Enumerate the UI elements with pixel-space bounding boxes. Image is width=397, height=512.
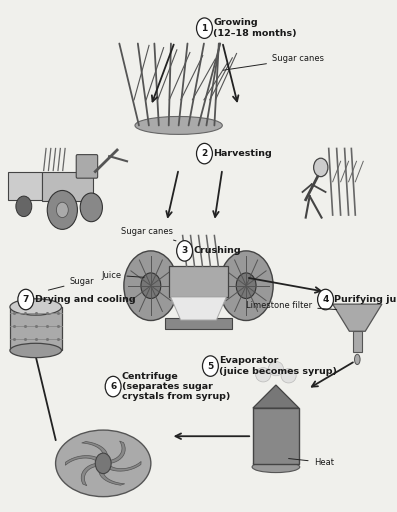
FancyBboxPatch shape: [253, 408, 299, 464]
Circle shape: [197, 143, 212, 164]
Text: Drying and cooling: Drying and cooling: [35, 295, 135, 304]
Circle shape: [105, 376, 121, 397]
FancyBboxPatch shape: [8, 172, 42, 200]
Circle shape: [141, 273, 161, 298]
Ellipse shape: [135, 117, 222, 134]
Text: 6: 6: [110, 382, 116, 391]
Polygon shape: [258, 453, 266, 464]
Polygon shape: [253, 385, 299, 408]
Polygon shape: [107, 461, 141, 471]
Polygon shape: [291, 449, 299, 464]
Text: Heat: Heat: [289, 458, 333, 467]
Text: 5: 5: [207, 361, 214, 371]
Circle shape: [47, 190, 77, 229]
Ellipse shape: [256, 368, 271, 382]
Polygon shape: [285, 453, 293, 464]
Ellipse shape: [10, 343, 62, 357]
Circle shape: [18, 289, 34, 310]
Circle shape: [202, 356, 218, 376]
Polygon shape: [272, 449, 280, 464]
Text: 7: 7: [23, 295, 29, 304]
FancyBboxPatch shape: [76, 155, 98, 178]
Text: Limestone filter: Limestone filter: [246, 301, 337, 310]
Ellipse shape: [268, 361, 283, 376]
FancyBboxPatch shape: [10, 307, 62, 350]
Ellipse shape: [56, 430, 151, 497]
Text: Growing
(12–18 months): Growing (12–18 months): [213, 18, 297, 38]
Polygon shape: [285, 453, 293, 464]
FancyBboxPatch shape: [42, 172, 93, 201]
FancyBboxPatch shape: [165, 318, 232, 329]
Text: Harvesting: Harvesting: [213, 149, 272, 158]
Text: Crushing: Crushing: [193, 246, 241, 255]
Polygon shape: [253, 449, 261, 464]
Polygon shape: [272, 449, 280, 464]
Text: Sugar: Sugar: [48, 277, 94, 290]
FancyBboxPatch shape: [353, 331, 362, 352]
Polygon shape: [110, 441, 125, 463]
Circle shape: [236, 273, 256, 298]
Text: Centrifuge
(separates sugar
crystals from syrup): Centrifuge (separates sugar crystals fro…: [122, 372, 230, 401]
Circle shape: [197, 18, 212, 38]
Text: Evaporator
(juice becomes syrup): Evaporator (juice becomes syrup): [219, 356, 337, 376]
Ellipse shape: [10, 299, 62, 315]
Circle shape: [95, 453, 111, 474]
Circle shape: [318, 289, 333, 310]
Circle shape: [80, 193, 102, 222]
Ellipse shape: [355, 354, 360, 365]
Ellipse shape: [252, 461, 300, 473]
Polygon shape: [82, 441, 108, 459]
Circle shape: [219, 251, 273, 321]
Circle shape: [177, 241, 193, 261]
Polygon shape: [99, 468, 125, 485]
Text: Purifying juice: Purifying juice: [334, 295, 397, 304]
Polygon shape: [333, 304, 382, 331]
Polygon shape: [81, 463, 96, 486]
Text: Juice: Juice: [101, 270, 144, 280]
Circle shape: [314, 158, 328, 177]
Polygon shape: [169, 266, 228, 297]
Text: 1: 1: [201, 24, 208, 33]
Text: 3: 3: [181, 246, 188, 255]
Text: 2: 2: [201, 149, 208, 158]
Ellipse shape: [281, 369, 296, 383]
Polygon shape: [171, 297, 226, 320]
Circle shape: [56, 202, 68, 218]
Text: Sugar canes: Sugar canes: [223, 54, 324, 70]
Circle shape: [124, 251, 178, 321]
Text: Sugar canes: Sugar canes: [121, 227, 176, 241]
Polygon shape: [66, 456, 100, 465]
Polygon shape: [258, 453, 266, 464]
Text: 4: 4: [322, 295, 329, 304]
Circle shape: [16, 196, 32, 217]
